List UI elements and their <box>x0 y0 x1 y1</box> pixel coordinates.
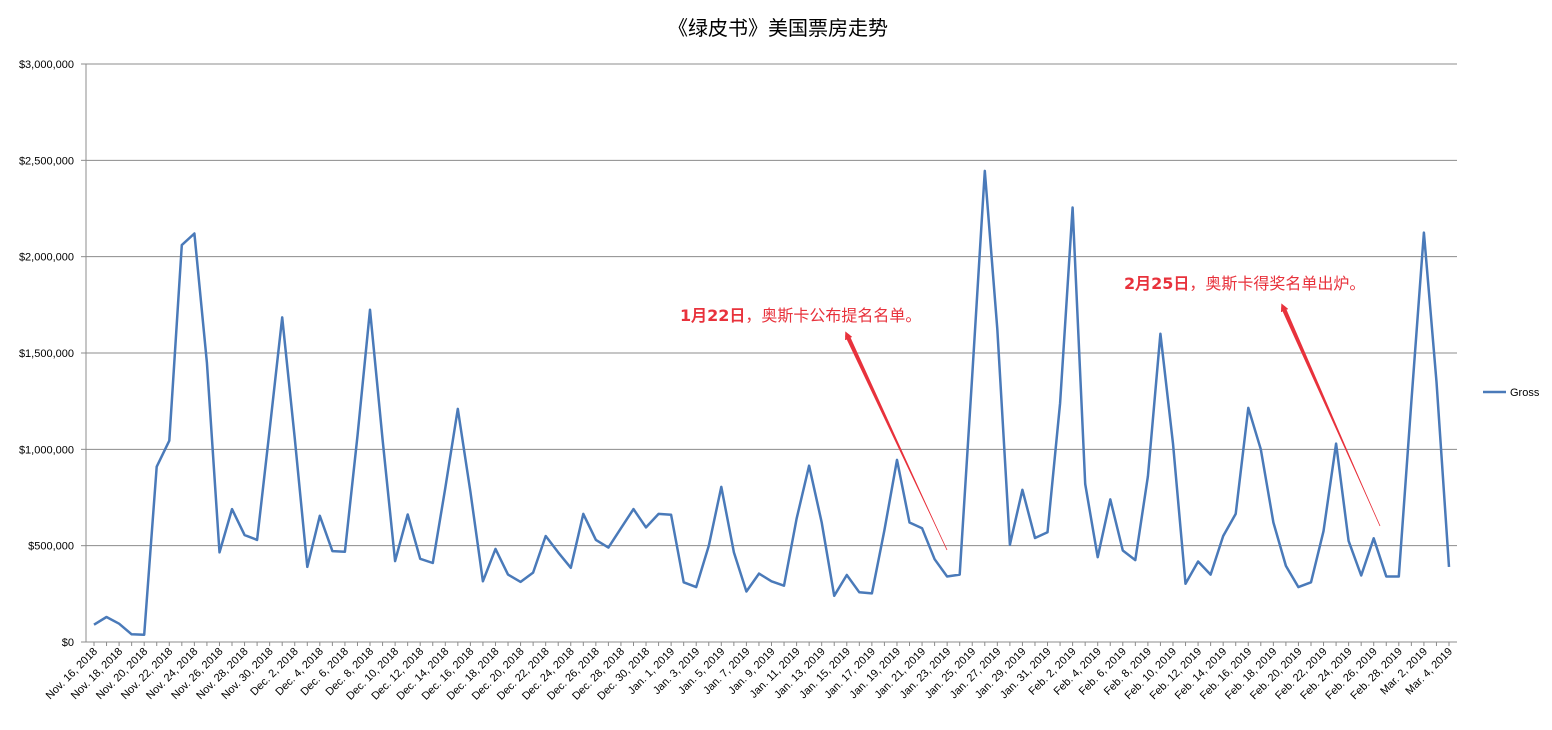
annotation-arrow-2-head <box>1280 303 1381 527</box>
series-line-gross <box>93 169 1451 636</box>
y-tick-label: $1,500,000 <box>19 348 74 360</box>
y-tick-label: $2,000,000 <box>19 252 74 264</box>
annotation-text-1: 1月22日，奥斯卡公布提名名单。 <box>680 306 921 325</box>
series-group <box>93 169 1451 636</box>
chart-title: 《绿皮书》美国票房走势 <box>668 16 888 40</box>
legend: Gross <box>1483 387 1540 399</box>
annotations: 1月22日，奥斯卡公布提名名单。 2月25日，奥斯卡得奖名单出炉。 <box>680 274 1381 551</box>
y-tick-label: $0 <box>62 637 74 649</box>
annotation-arrow-1-head <box>845 331 948 551</box>
y-tick-label: $1,000,000 <box>19 444 74 456</box>
y-tick-label: $2,500,000 <box>19 155 74 167</box>
gridlines <box>86 63 1457 547</box>
annotation-text-2: 2月25日，奥斯卡得奖名单出炉。 <box>1124 274 1365 293</box>
legend-label: Gross <box>1510 387 1540 399</box>
y-axis: $0 $500,000 $1,000,000 $1,500,000 $2,000,000… <box>19 59 87 649</box>
y-tick-label: $3,000,000 <box>19 59 74 71</box>
y-tick-label: $500,000 <box>28 541 74 553</box>
